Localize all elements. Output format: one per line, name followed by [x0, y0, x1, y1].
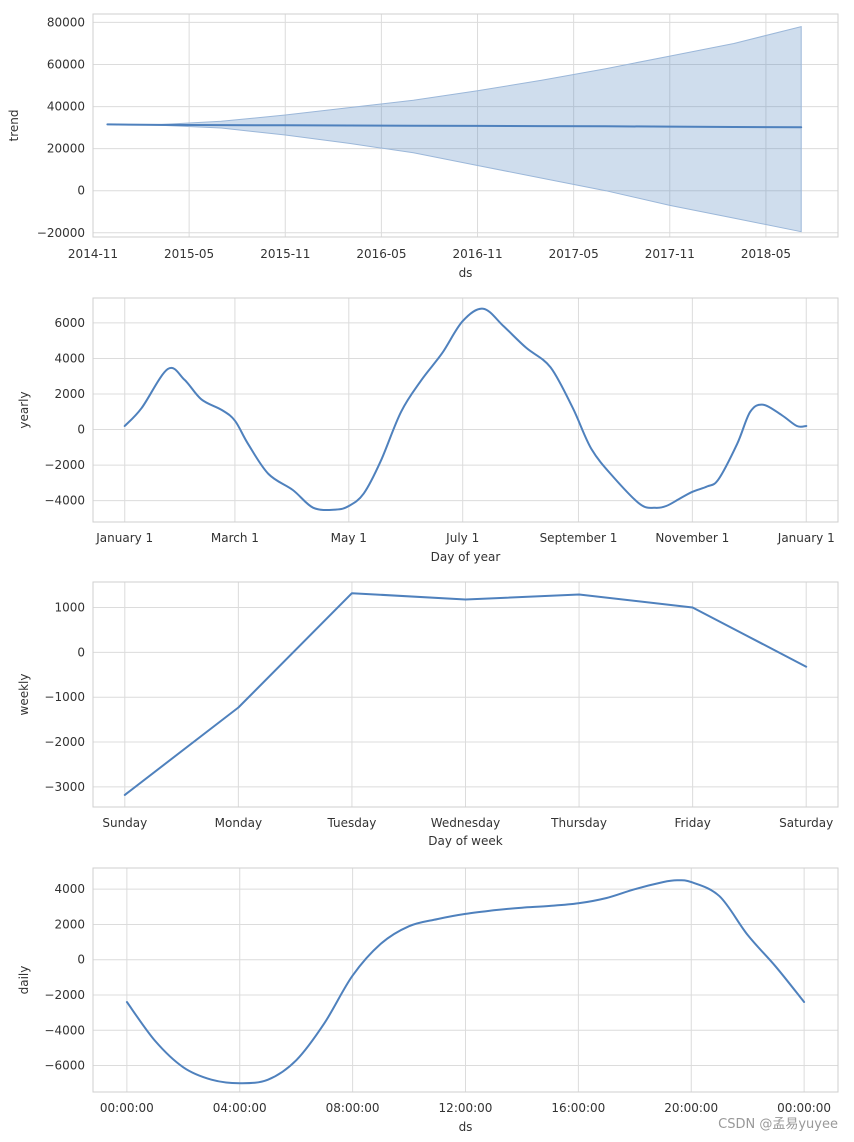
- trend-x-tick-label: 2014-11: [68, 247, 118, 261]
- daily-x-axis-label: ds: [459, 1120, 473, 1134]
- daily-panel: 00:00:00 04:00:00 08:00:00 12:00:00 16:00:00…: [17, 867, 839, 1134]
- yearly-x-tick-label: March 1: [211, 531, 259, 545]
- yearly-x-tick-label: November 1: [655, 531, 729, 545]
- trend-axes-frame: [92, 13, 839, 238]
- weekly-y-tick-label: −3000: [44, 780, 85, 794]
- weekly-x-tick-label: Thursday: [550, 816, 607, 830]
- weekly-y-axis-label: weekly: [17, 674, 31, 716]
- daily-x-tick-label: 04:00:00: [213, 1101, 267, 1115]
- weekly-x-tick-label: Saturday: [779, 816, 833, 830]
- weekly-x-tick-label: Tuesday: [327, 816, 377, 830]
- daily-y-tick-label: 0: [77, 953, 85, 967]
- trend-y-tick-label: 40000: [47, 100, 85, 114]
- daily-x-tick-label: 20:00:00: [664, 1101, 718, 1115]
- yearly-y-tick-label: 6000: [54, 316, 85, 330]
- weekly-x-tick-label: Friday: [674, 816, 710, 830]
- daily-y-tick-label: 2000: [54, 917, 85, 931]
- yearly-y-tick-label: 4000: [54, 351, 85, 365]
- weekly-y-tick-label: 1000: [54, 601, 85, 615]
- yearly-x-tick-label: September 1: [540, 531, 618, 545]
- daily-y-tick-label: 4000: [54, 882, 85, 896]
- daily-series-line: [125, 879, 806, 1085]
- daily-y-tick-label: −4000: [44, 1023, 85, 1037]
- weekly-series-line: [123, 592, 808, 796]
- yearly-x-tick-label: July 1: [445, 531, 479, 545]
- yearly-panel: January 1 March 1 May 1 July 1 September 1 No…: [17, 297, 839, 564]
- daily-x-tick-label: 00:00:00: [100, 1101, 154, 1115]
- yearly-y-axis-label: yearly: [17, 391, 31, 428]
- trend-x-tick-label: 2017-05: [549, 247, 599, 261]
- weekly-x-tick-label: Sunday: [102, 816, 147, 830]
- trend-panel: 2014-11 2015-05 2015-11 2016-05 2016-11 2017-…: [7, 13, 839, 280]
- weekly-y-tick-label: 0: [77, 645, 85, 659]
- daily-y-tick-label: −2000: [44, 988, 85, 1002]
- trend-y-tick-label: −20000: [37, 226, 85, 240]
- weekly-x-tick-label: Monday: [215, 816, 262, 830]
- daily-x-tick-label: 00:00:00: [777, 1101, 831, 1115]
- weekly-x-axis-label: Day of week: [428, 834, 502, 848]
- weekly-x-tick-label: Wednesday: [431, 816, 500, 830]
- trend-x-axis-label: ds: [459, 266, 473, 280]
- yearly-x-tick-label: January 1: [777, 531, 835, 545]
- trend-x-tick-label: 2015-05: [164, 247, 214, 261]
- weekly-panel: Sunday Monday Tuesday Wednesday Thursday Frid…: [17, 581, 839, 848]
- trend-y-tick-label: 80000: [47, 15, 85, 29]
- yearly-plot-area: [93, 298, 838, 522]
- weekly-y-tick-label: −2000: [44, 735, 85, 749]
- yearly-x-tick-label: May 1: [331, 531, 367, 545]
- trend-x-tick-label: 2016-05: [356, 247, 406, 261]
- yearly-y-tick-label: −2000: [44, 458, 85, 472]
- daily-y-tick-label: −6000: [44, 1059, 85, 1073]
- yearly-x-tick-label: January 1: [95, 531, 153, 545]
- weekly-y-tick-label: −1000: [44, 690, 85, 704]
- trend-y-tick-label: 0: [77, 184, 85, 198]
- trend-x-tick-label: 2017-11: [645, 247, 695, 261]
- trend-x-tick-label: 2018-05: [741, 247, 791, 261]
- daily-x-tick-label: 12:00:00: [439, 1101, 493, 1115]
- yearly-x-axis-label: Day of year: [431, 550, 501, 564]
- daily-x-tick-label: 16:00:00: [551, 1101, 605, 1115]
- trend-y-tick-label: 20000: [47, 142, 85, 156]
- trend-x-tick-label: 2015-11: [260, 247, 310, 261]
- daily-x-tick-label: 08:00:00: [326, 1101, 380, 1115]
- yearly-series-line: [123, 307, 808, 512]
- yearly-y-tick-label: 2000: [54, 387, 85, 401]
- daily-axes-frame: [92, 867, 839, 1093]
- yearly-y-tick-label: −4000: [44, 494, 85, 508]
- trend-y-axis-label: trend: [7, 110, 21, 142]
- weekly-axes-frame: [92, 581, 839, 808]
- trend-x-tick-label: 2016-11: [452, 247, 502, 261]
- trend-y-tick-label: 60000: [47, 57, 85, 71]
- daily-y-axis-label: daily: [17, 966, 31, 995]
- yearly-axes-frame: [92, 297, 839, 523]
- watermark-text: CSDN @孟易yuyee: [718, 1117, 838, 1132]
- trend-series-line: [106, 123, 803, 129]
- trend-uncertainty-band: [107, 25, 802, 233]
- yearly-y-tick-label: 0: [77, 423, 85, 437]
